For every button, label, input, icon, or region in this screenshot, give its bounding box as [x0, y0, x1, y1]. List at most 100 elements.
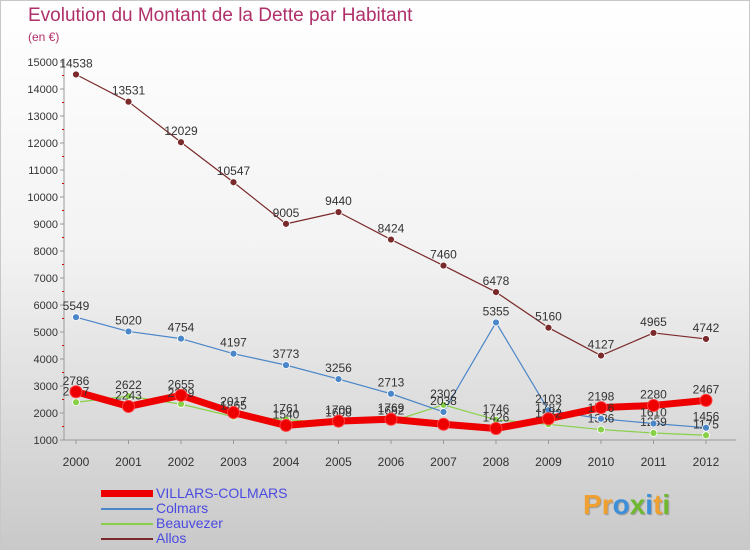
line-chart: 1000 2000 3000 4000 5000 6000 7000 8000 9000 1000… — [27, 56, 736, 469]
data-label: 7460 — [430, 248, 457, 262]
data-label: 2786 — [63, 374, 90, 388]
data-point — [544, 323, 553, 332]
data-label: 4754 — [168, 321, 195, 335]
data-point — [72, 313, 80, 322]
y-tick-label: 14000 — [27, 84, 58, 96]
data-point — [597, 414, 605, 423]
y-tick-label: 10000 — [27, 192, 58, 204]
data-point — [437, 417, 450, 431]
data-label: 1682 — [378, 404, 405, 418]
data-label: 5160 — [535, 310, 562, 324]
data-label: 2280 — [640, 387, 667, 401]
x-tick-label: 2007 — [430, 455, 457, 469]
data-point — [229, 178, 238, 187]
data-label: 6478 — [483, 274, 510, 288]
data-label: 10547 — [217, 164, 251, 178]
chart-title: Evolution du Montant de la Dette par Hab… — [28, 5, 413, 26]
data-label: 1700 — [325, 403, 352, 417]
data-point — [174, 388, 188, 402]
data-label: 4742 — [693, 321, 720, 335]
legend-label: Beauvezer — [156, 515, 223, 531]
data-label: 1865 — [220, 399, 247, 413]
data-point — [69, 385, 83, 399]
legend-swatch — [101, 538, 153, 540]
data-point — [542, 412, 555, 426]
data-label: 3773 — [273, 347, 300, 361]
y-tick-label: 8000 — [34, 246, 58, 258]
logo-letter: i — [645, 489, 654, 520]
y-tick-label: 3000 — [34, 381, 58, 393]
data-label: 1456 — [693, 410, 720, 424]
data-label: 8424 — [378, 222, 405, 236]
data-point — [597, 425, 605, 434]
y-tick-label: 12000 — [27, 138, 58, 150]
data-point — [177, 334, 185, 343]
y-tick-label: 4000 — [34, 354, 58, 366]
data-label: 2103 — [535, 392, 562, 406]
data-point — [702, 423, 710, 432]
data-label: 5355 — [483, 304, 510, 318]
x-tick-label: 2001 — [115, 455, 142, 469]
data-point — [492, 318, 500, 327]
data-label: 9005 — [273, 206, 300, 220]
series-line-allos — [75, 73, 707, 357]
y-tick-label: 9000 — [34, 219, 58, 231]
data-point — [332, 414, 345, 428]
data-label: 2017 — [220, 395, 247, 409]
data-point — [387, 389, 395, 398]
y-tick-label: 13000 — [27, 111, 58, 123]
data-label: 12029 — [164, 124, 198, 138]
logo-letter: r — [601, 489, 613, 520]
data-label: 2655 — [168, 377, 195, 391]
x-tick-label: 2000 — [63, 455, 90, 469]
data-point — [334, 375, 343, 383]
legend-swatch — [101, 490, 153, 497]
y-tick-label: 7000 — [34, 273, 58, 285]
data-point — [702, 431, 710, 440]
data-point — [229, 349, 238, 358]
data-point — [227, 406, 240, 420]
data-point — [594, 401, 608, 415]
data-point — [124, 392, 133, 401]
data-label: 1761 — [273, 401, 300, 415]
data-label: 1787 — [535, 401, 562, 415]
data-label: 4965 — [640, 315, 667, 329]
legend-swatch — [101, 523, 153, 525]
data-point — [439, 261, 448, 270]
x-tick-label: 2011 — [641, 455, 667, 469]
data-point — [387, 235, 395, 244]
x-tick-label: 2009 — [535, 455, 562, 469]
data-label: 4197 — [220, 336, 247, 350]
data-point — [649, 419, 658, 428]
logo-letter: x — [629, 489, 646, 520]
y-tick-label: 1000 — [34, 435, 58, 447]
data-label: 5549 — [63, 299, 90, 313]
data-point — [72, 70, 80, 79]
y-tick-label: 11000 — [28, 165, 58, 177]
data-label: 2198 — [588, 390, 615, 404]
logo-letter: o — [612, 489, 630, 520]
y-tick-label: 5000 — [34, 327, 58, 339]
x-tick-label: 2003 — [220, 455, 247, 469]
y-tick-label: 6000 — [34, 300, 58, 312]
x-tick-label: 2010 — [588, 455, 615, 469]
data-point — [649, 429, 658, 437]
legend-swatch — [101, 508, 153, 510]
data-label: 2713 — [378, 376, 405, 390]
data-label: 1610 — [640, 406, 667, 420]
data-point — [492, 288, 500, 296]
data-label: 2243 — [115, 388, 142, 402]
data-label: 2622 — [115, 378, 142, 392]
data-point — [122, 399, 135, 413]
logo-letter: i — [662, 489, 671, 520]
data-label: 2302 — [430, 387, 457, 401]
logo-letter: P — [583, 489, 602, 520]
proxiti-logo: Proxiti — [583, 489, 670, 521]
data-label: 9440 — [325, 194, 352, 208]
data-point — [384, 412, 398, 426]
legend-label: Allos — [156, 530, 187, 546]
data-point — [699, 393, 713, 407]
data-label: 13531 — [112, 84, 146, 98]
data-label: 2038 — [430, 394, 457, 408]
